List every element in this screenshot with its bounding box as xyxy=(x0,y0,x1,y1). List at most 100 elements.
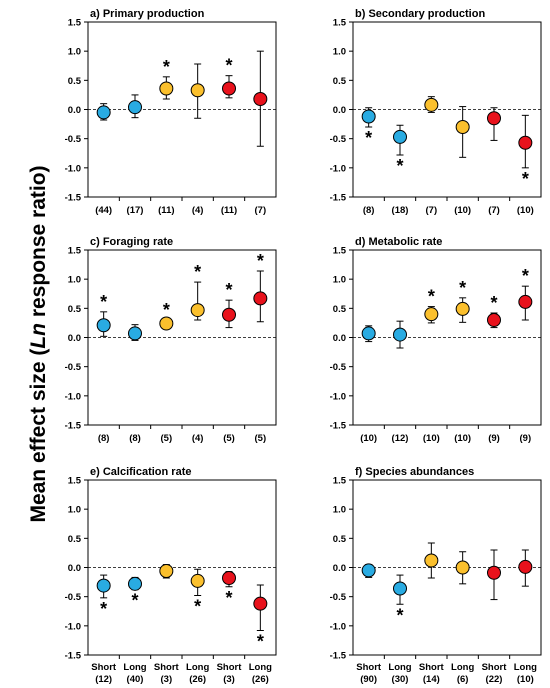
y-axis-label-prefix: Mean effect size ( xyxy=(27,349,50,523)
significance-star: * xyxy=(163,300,170,320)
data-point xyxy=(96,105,111,120)
category-label: Short xyxy=(91,662,117,673)
y-tick-label: 1.5 xyxy=(333,18,347,29)
panel-title: b) Secondary production xyxy=(355,8,485,20)
y-tick-label: -1.5 xyxy=(330,651,347,662)
panel-title: e) Calcification rate xyxy=(90,466,191,478)
y-tick-label: -1.5 xyxy=(330,421,347,432)
significance-star: * xyxy=(131,591,138,611)
data-point xyxy=(361,326,376,341)
y-tick-label: 0.0 xyxy=(68,333,81,344)
category-label: Long xyxy=(123,662,146,673)
y-tick-label: 0.0 xyxy=(333,563,346,574)
sample-size-label: (10) xyxy=(360,433,377,444)
y-tick-label: -1.5 xyxy=(65,651,82,662)
data-point xyxy=(159,81,174,96)
y-tick-label: 0.0 xyxy=(333,333,346,344)
data-point xyxy=(159,564,174,578)
panel-calcification-rate: e) Calcification rate -1.5 -1.0 -0.5 0.0 0.5 1… xyxy=(65,466,277,685)
data-point xyxy=(424,307,439,322)
data-point xyxy=(190,573,205,588)
y-tick-label: 0.5 xyxy=(68,76,82,87)
significance-star: * xyxy=(257,632,264,652)
data-point xyxy=(361,109,376,124)
chart-panels: a) Primary production -1.5 -1.0 -0.5 0.0 0.5 1… xyxy=(65,8,542,685)
panel-foraging-rate: c) Foraging rate -1.5 -1.0 -0.5 0.0 0.5 1.0 1.5… xyxy=(65,236,277,444)
panel-species-abundances: f) Species abundances -1.5 -1.0 -0.5 0.0 0.5 1… xyxy=(330,466,542,685)
data-point xyxy=(487,565,501,580)
data-point xyxy=(190,83,205,98)
y-tick-label: -0.5 xyxy=(65,592,82,603)
y-tick-label: -1.5 xyxy=(65,421,82,432)
significance-star: * xyxy=(225,280,232,300)
panel-metabolic-rate: d) Metabolic rate -1.5 -1.0 -0.5 0.0 0.5 1.0 1.… xyxy=(330,236,542,444)
sample-size-label: (26) xyxy=(252,674,269,685)
data-point xyxy=(222,81,236,96)
sample-size-label: (14) xyxy=(423,674,440,685)
data-point xyxy=(393,327,407,342)
data-point xyxy=(361,563,376,578)
data-point xyxy=(253,92,268,106)
data-point xyxy=(96,578,111,593)
sample-size-label: (30) xyxy=(392,674,409,685)
sample-size-label: (7) xyxy=(255,205,267,216)
y-tick-label: -0.5 xyxy=(330,362,347,373)
y-tick-label: 0.5 xyxy=(68,534,82,545)
data-point xyxy=(424,97,439,112)
sample-size-label: (17) xyxy=(127,205,144,216)
panel-title: f) Species abundances xyxy=(355,466,474,478)
sample-size-label: (11) xyxy=(221,205,237,216)
plot-frame xyxy=(87,479,277,656)
significance-star: * xyxy=(225,56,232,76)
data-point xyxy=(159,316,174,331)
y-tick-label: -1.5 xyxy=(65,193,82,204)
significance-star: * xyxy=(100,599,107,619)
category-label: Long xyxy=(186,662,209,673)
sample-size-label: (4) xyxy=(192,205,204,216)
sample-size-label: (10) xyxy=(517,674,534,685)
category-label: Long xyxy=(249,662,272,673)
y-axis-label-suffix: response ratio) xyxy=(27,165,50,323)
sample-size-label: (12) xyxy=(95,674,112,685)
sample-size-label: (10) xyxy=(517,205,534,216)
panel-title: c) Foraging rate xyxy=(90,236,173,248)
sample-size-label: (9) xyxy=(520,433,532,444)
y-tick-label: -0.5 xyxy=(330,592,347,603)
sample-size-label: (44) xyxy=(95,205,112,216)
category-label: Short xyxy=(217,662,243,673)
significance-star: * xyxy=(428,287,435,307)
data-point xyxy=(128,100,142,115)
data-point xyxy=(487,313,501,327)
significance-star: * xyxy=(522,266,529,286)
y-tick-label: -0.5 xyxy=(65,134,82,145)
significance-star: * xyxy=(225,588,232,608)
data-point xyxy=(393,129,407,144)
significance-star: * xyxy=(396,156,403,176)
sample-size-label: (8) xyxy=(129,433,141,444)
data-point xyxy=(253,596,268,611)
sample-size-label: (12) xyxy=(392,433,409,444)
data-point xyxy=(393,581,407,596)
data-point xyxy=(222,571,236,585)
significance-star: * xyxy=(257,251,264,271)
y-tick-label: -1.0 xyxy=(65,391,81,402)
y-tick-label: 0.0 xyxy=(68,563,81,574)
sample-size-label: (4) xyxy=(192,433,204,444)
y-tick-label: 1.5 xyxy=(68,246,82,257)
y-tick-label: 0.5 xyxy=(333,76,347,87)
plot-frame xyxy=(352,21,542,198)
sample-size-label: (3) xyxy=(223,674,235,685)
sample-size-label: (7) xyxy=(426,205,438,216)
data-point xyxy=(455,301,470,316)
significance-star: * xyxy=(396,605,403,625)
y-tick-label: 1.5 xyxy=(68,476,82,487)
category-label: Long xyxy=(388,662,411,673)
sample-size-label: (3) xyxy=(161,674,173,685)
y-tick-label: -1.0 xyxy=(330,391,346,402)
sample-size-label: (7) xyxy=(488,205,500,216)
data-point xyxy=(128,576,142,591)
category-label: Short xyxy=(356,662,382,673)
y-tick-label: 1.0 xyxy=(68,275,81,286)
data-point xyxy=(253,291,268,306)
